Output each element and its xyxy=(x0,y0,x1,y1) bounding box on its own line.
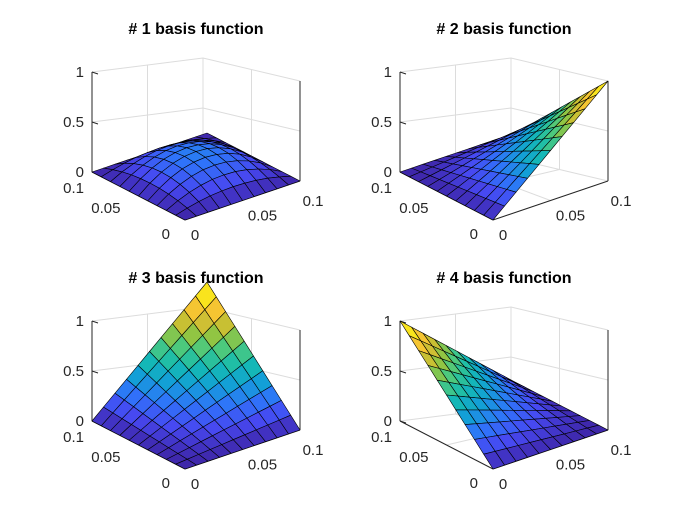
z-tick-label: 0 xyxy=(384,413,392,430)
z-tick-mark xyxy=(91,121,99,125)
z-tick-label: 0 xyxy=(384,164,392,181)
surface-cell xyxy=(483,450,505,470)
x-tick-label: 0 xyxy=(191,227,199,244)
x-tick-label: 0.05 xyxy=(248,208,277,225)
x-tick-label: 0.05 xyxy=(556,208,585,225)
subplot-title: # 2 basis function xyxy=(436,21,571,38)
z-tick-mark xyxy=(91,370,99,374)
subplot-title: # 1 basis function xyxy=(128,21,263,38)
x-tick-label: 0.1 xyxy=(611,193,632,210)
surface-cell xyxy=(175,207,197,221)
y-tick-label: 0.1 xyxy=(371,180,392,197)
y-tick-label: 0 xyxy=(470,475,478,492)
x-tick-label: 0.05 xyxy=(556,457,585,474)
z-grid-line xyxy=(399,306,609,331)
x-tick-label: 0.1 xyxy=(303,193,324,210)
z-tick-label: 0 xyxy=(76,413,84,430)
x-tick-label: 0 xyxy=(499,476,507,493)
z-tick-label: 1 xyxy=(76,64,84,81)
x-tick-label: 0.05 xyxy=(248,457,277,474)
z-tick-label: 1 xyxy=(384,313,392,330)
z-grid-line xyxy=(399,57,609,82)
z-tick-mark xyxy=(91,71,99,75)
surface-cell xyxy=(175,458,197,470)
z-tick-mark xyxy=(91,320,99,324)
x-axis-line xyxy=(492,180,609,221)
z-tick-mark xyxy=(399,121,407,125)
z-tick-label: 0.5 xyxy=(371,114,392,131)
z-grid-line xyxy=(91,57,301,82)
surface xyxy=(91,281,301,470)
y-axis-line xyxy=(399,420,494,470)
subplot-title: # 3 basis function xyxy=(128,270,263,287)
z-tick-label: 1 xyxy=(76,313,84,330)
y-tick-label: 0.1 xyxy=(371,429,392,446)
y-tick-label: 0.05 xyxy=(91,449,120,466)
z-tick-label: 0.5 xyxy=(63,363,84,380)
y-tick-label: 0 xyxy=(162,475,170,492)
x-tick-label: 0 xyxy=(499,227,507,244)
z-tick-label: 0 xyxy=(76,164,84,181)
subplot-title: # 4 basis function xyxy=(436,270,571,287)
y-tick-label: 0.05 xyxy=(91,200,120,217)
surface xyxy=(399,320,609,470)
x-tick-label: 0 xyxy=(191,476,199,493)
surface xyxy=(91,132,301,221)
z-tick-mark xyxy=(399,420,407,424)
y-tick-label: 0 xyxy=(162,226,170,243)
y-tick-label: 0.05 xyxy=(399,200,428,217)
y-tick-label: 0 xyxy=(470,226,478,243)
z-grid-line xyxy=(91,107,301,132)
surface-cell xyxy=(483,202,505,221)
z-tick-label: 1 xyxy=(384,64,392,81)
x-tick-label: 0.1 xyxy=(611,442,632,459)
y-tick-label: 0.05 xyxy=(399,449,428,466)
z-tick-label: 0.5 xyxy=(63,114,84,131)
z-tick-mark xyxy=(399,370,407,374)
x-tick-label: 0.1 xyxy=(303,442,324,459)
z-tick-mark xyxy=(399,71,407,75)
surface-cell xyxy=(586,80,609,100)
y-tick-label: 0.1 xyxy=(63,429,84,446)
z-tick-label: 0.5 xyxy=(371,363,392,380)
y-tick-label: 0.1 xyxy=(63,180,84,197)
surface xyxy=(399,80,609,221)
